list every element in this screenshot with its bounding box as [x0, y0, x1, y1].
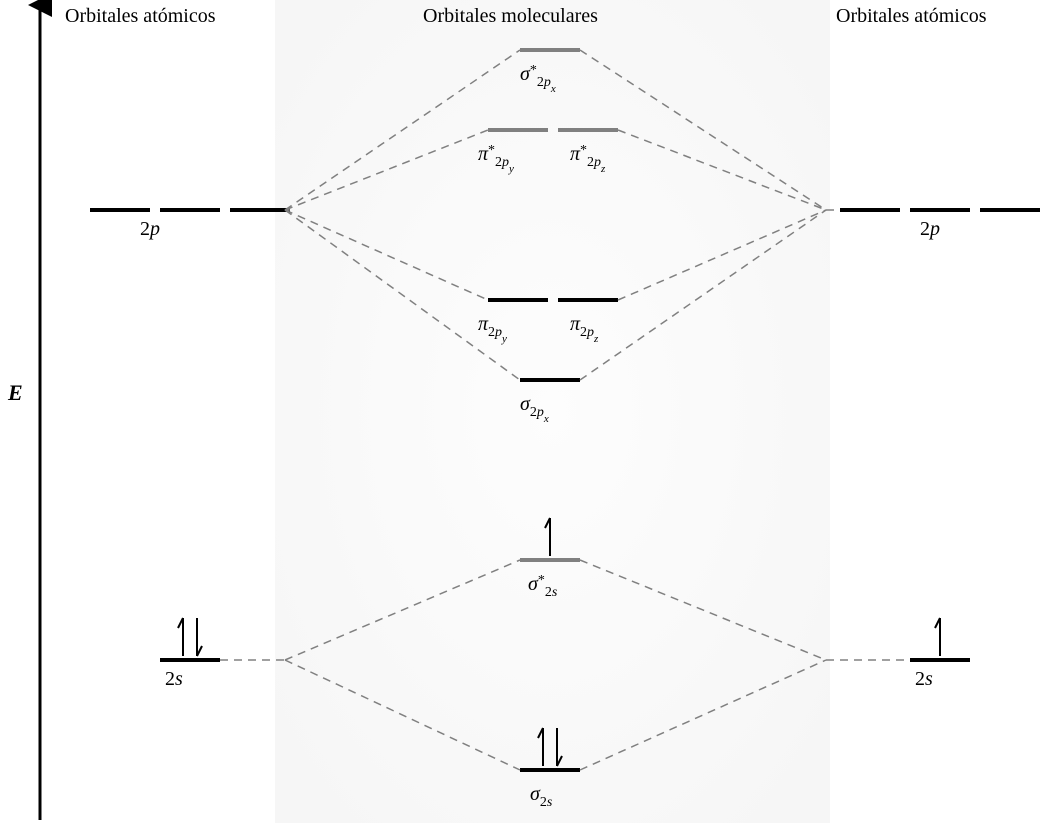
header-right: Orbitales atómicos: [836, 5, 987, 27]
mo-region: [275, 0, 830, 823]
mo-energy-diagram: E Orbitales atómicos Orbitales moleculares…: [0, 0, 1047, 823]
electron-down: [197, 618, 202, 656]
ao-left-2s-label: 2s: [165, 668, 183, 690]
ao-right-2p-label: 2p: [920, 218, 940, 240]
electron-up: [935, 618, 940, 656]
header-left: Orbitales atómicos: [65, 5, 216, 27]
energy-axis-label: E: [7, 380, 23, 405]
ao-left-2p-label: 2p: [140, 218, 160, 240]
electron-up: [178, 618, 183, 656]
header-mid: Orbitales moleculares: [423, 5, 598, 27]
ao-right-2s-label: 2s: [915, 668, 933, 690]
